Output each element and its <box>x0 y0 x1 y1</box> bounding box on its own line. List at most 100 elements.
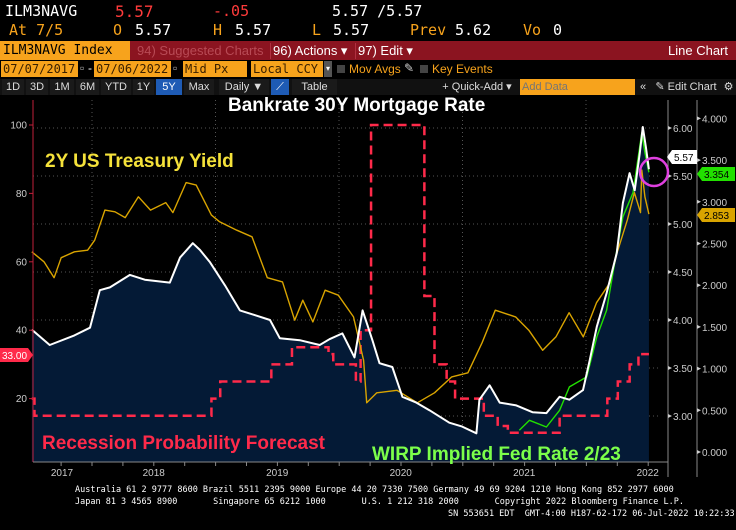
right-tick <box>697 324 701 329</box>
mortgage-last-label: 5.57 <box>667 150 697 164</box>
chart-settings-bar: 07/07/2017 ▫ - 07/06/2022 ▫ Mid Px Local… <box>0 61 736 78</box>
chevron-down-icon[interactable]: ▾ <box>324 61 332 77</box>
right-tick-label: 2.500 <box>702 240 727 251</box>
series-layer <box>31 123 650 462</box>
range-button-ytd[interactable]: YTD <box>101 79 131 95</box>
quote-line: ILM3NAVG 5.57 -.05 5.57 /5.57 <box>0 2 736 22</box>
recession-last-label-text: 33.00 <box>2 351 27 362</box>
last-value-labels: 5.57 3.354 2.853 33.00 <box>0 150 735 362</box>
right-tick <box>697 116 701 121</box>
right-tick <box>697 366 701 371</box>
right-tick <box>697 450 701 454</box>
range-button-3d[interactable]: 3D <box>26 79 48 95</box>
range-button-max[interactable]: Max <box>184 79 214 95</box>
start-date-field[interactable]: 07/07/2017 <box>1 61 78 77</box>
mortgage-area-fill <box>31 127 649 462</box>
left-tick-label: 40 <box>16 326 28 337</box>
range-button-6m[interactable]: 6M <box>76 79 99 95</box>
right-tick <box>697 241 701 246</box>
treasury-series-line <box>31 169 650 404</box>
volume-value: 0 <box>553 21 563 39</box>
recession-annotation: Recession Probability Forecast <box>42 433 326 454</box>
mortgage-tick-label: 3.50 <box>673 364 693 375</box>
edit-chart-button[interactable]: ✎ Edit Chart <box>651 79 721 95</box>
mortgage-tick-label: 6.00 <box>673 124 693 135</box>
mortgage-tick-label: 4.00 <box>673 316 693 327</box>
right-tick <box>697 158 701 163</box>
pencil-icon[interactable]: ✎ <box>404 61 415 75</box>
quick-add-button[interactable]: + Quick-Add ▾ <box>436 79 518 95</box>
table-button[interactable]: Table <box>292 79 337 95</box>
ticker: ILM3NAVG <box>5 2 78 20</box>
range-button-1d[interactable]: 1D <box>2 79 24 95</box>
wirp-annotation: WIRP Implied Fed Rate 2/23 <box>372 444 621 465</box>
bid-ask: 5.57 /5.57 <box>332 2 423 20</box>
key-events-label[interactable]: Key Events <box>432 62 493 76</box>
right-tick <box>697 283 701 288</box>
suggested-charts-menu[interactable]: 94) Suggested Charts <box>137 43 264 58</box>
wirp-last-label-text: 3.354 <box>704 170 729 181</box>
mov-avgs-checkbox[interactable] <box>337 65 345 73</box>
mortgage-tick <box>668 318 672 322</box>
last-price: 5.57 <box>115 2 154 21</box>
chart-type-label: Line Chart <box>668 43 728 58</box>
gear-icon[interactable]: ⚙ <box>722 79 735 95</box>
low-value: 5.57 <box>333 21 370 39</box>
right-tick-label: 1.500 <box>702 323 727 334</box>
axes: 20 40 60 80 100 3.00 3.50 4.00 4.50 5.00 5.50 6.00 0… <box>10 100 727 479</box>
prev-value: 5.62 <box>455 21 492 39</box>
right-tick-label: 3.000 <box>702 198 727 209</box>
mortgage-tick <box>668 366 672 370</box>
range-button-1y[interactable]: 1Y <box>133 79 154 95</box>
range-button-5y[interactable]: 5Y <box>156 79 182 95</box>
function-bar: ILM3NAVG Index 94) Suggested Charts 96) … <box>0 41 736 60</box>
price-field-select[interactable]: Mid Px <box>183 61 247 77</box>
left-tick-label: 60 <box>16 257 28 268</box>
x-tick-label: 2020 <box>390 468 413 479</box>
footer-contacts-2: Japan 81 3 4565 8900 Singapore 65 6212 1… <box>75 497 684 507</box>
mortgage-tick <box>668 414 672 418</box>
mortgage-tick-label: 5.00 <box>673 220 693 231</box>
mortgage-tick-label: 4.50 <box>673 268 693 279</box>
recession-last-label-bg <box>0 348 33 362</box>
right-tick-label: 4.000 <box>702 114 727 125</box>
mortgage-last-label-bg <box>667 150 697 164</box>
date-range-separator: - <box>88 61 92 75</box>
mortgage-last-label-text: 5.57 <box>674 153 694 164</box>
mov-avgs-label[interactable]: Mov Avgs <box>349 62 401 76</box>
treasury-last-label-bg <box>697 208 735 222</box>
currency-select[interactable]: Local CCY <box>251 61 323 77</box>
range-bar: Daily ▼ ⟋ Table + Quick-Add ▾ « ✎ Edit C… <box>0 79 736 95</box>
left-tick-label: 20 <box>16 394 28 405</box>
end-date-field[interactable]: 07/06/2022 <box>94 61 171 77</box>
x-tick-label: 2017 <box>51 468 74 479</box>
key-events-checkbox[interactable] <box>420 65 428 73</box>
line-chart-icon[interactable]: ⟋ <box>271 79 289 95</box>
right-tick-label: 0.000 <box>702 448 727 459</box>
mortgage-tick <box>668 222 672 226</box>
recession-series-line <box>31 123 649 435</box>
range-button-1m[interactable]: 1M <box>50 79 74 95</box>
right-tick-label: 3.500 <box>702 156 727 167</box>
add-data-input[interactable] <box>520 79 635 95</box>
calendar-icon[interactable]: ▫ <box>80 61 85 75</box>
volume-label: Vo <box>523 21 542 39</box>
actions-menu[interactable]: 96) Actions ▾ <box>270 43 347 59</box>
left-tick-label: 100 <box>10 121 27 132</box>
security-field[interactable]: ILM3NAVG Index <box>0 41 130 60</box>
prev-label: Prev <box>410 21 447 39</box>
highlight-circle <box>638 156 670 188</box>
calendar-icon[interactable]: ▫ <box>173 61 178 75</box>
frequency-select[interactable]: Daily ▼ <box>219 79 269 95</box>
mortgage-tick <box>668 126 672 130</box>
collapse-button[interactable]: « <box>637 79 649 95</box>
treasury-last-label: 2.853 <box>697 208 735 222</box>
mortgage-tick-label: 5.50 <box>673 172 693 183</box>
edit-menu[interactable]: 97) Edit ▾ <box>355 43 413 59</box>
ohlc-line: At 7/5 O 5.57 H 5.57 L 5.57 Prev 5.62 Vo… <box>0 21 736 41</box>
high-label: H <box>213 21 223 39</box>
mortgage-tick-label: 3.00 <box>673 412 693 423</box>
pencil-icon: ✎ <box>655 81 668 93</box>
edit-chart-label: Edit Chart <box>667 81 717 93</box>
right-tick <box>697 199 701 204</box>
